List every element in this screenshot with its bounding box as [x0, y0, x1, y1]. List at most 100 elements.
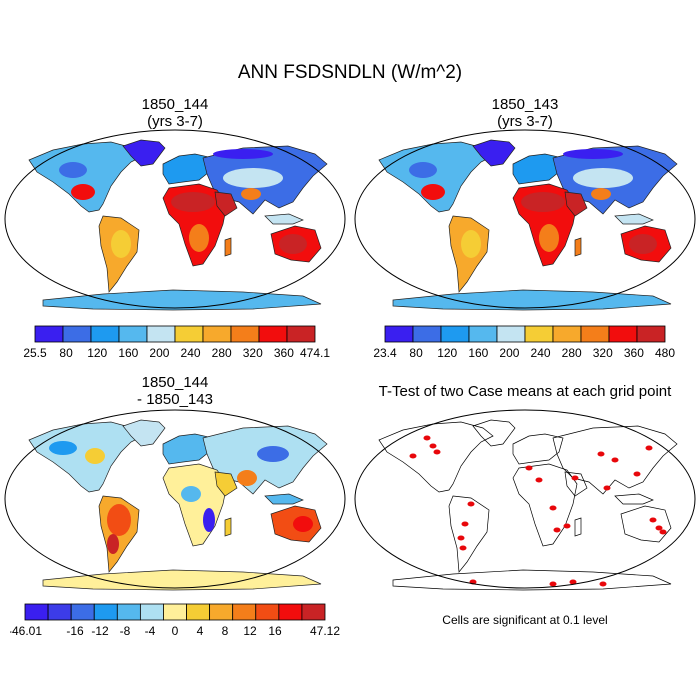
colorbar-swatch — [24, 603, 49, 621]
colorbar-swatch — [278, 603, 303, 621]
brazil-band — [461, 230, 481, 258]
map-panel-4 — [354, 409, 696, 591]
significant-cell — [553, 527, 561, 533]
significant-cell — [423, 435, 431, 441]
map-frame — [4, 129, 346, 309]
colorbar-swatch — [186, 603, 211, 621]
colorbar-tick-label: 25.5 — [23, 346, 47, 360]
colorbar-swatch — [524, 325, 554, 343]
map-frame — [4, 409, 346, 589]
panel-title-3-line1: 1850_144 — [141, 374, 209, 391]
land-arabia — [214, 191, 238, 217]
significant-cell — [599, 581, 607, 587]
colorbar-tick-label: 80 — [409, 346, 423, 360]
colorbar-tick-label: -46.01 — [10, 624, 42, 638]
colorbar-swatch — [118, 325, 148, 343]
colorbar-swatch — [496, 325, 526, 343]
significant-cell — [467, 501, 475, 507]
land-north_america — [378, 141, 494, 213]
significant-cell — [457, 535, 465, 541]
india-band — [241, 188, 261, 200]
significance-note: Cells are significant at 0.1 level — [442, 613, 608, 627]
central-asia-band — [223, 168, 283, 188]
land-greenland — [122, 419, 166, 447]
colorbar-tick-label: 160 — [118, 346, 138, 360]
colorbar-swatch — [116, 603, 141, 621]
colorbar-swatch — [412, 325, 442, 343]
coast-antarctica — [392, 569, 672, 591]
map-panel-3 — [4, 409, 346, 591]
coast-arabia — [564, 471, 588, 497]
diff-blob — [85, 448, 105, 464]
colorbar-swatch — [440, 325, 470, 343]
india-band — [591, 188, 611, 200]
colorbar-tick-label: 120 — [87, 346, 107, 360]
significant-cell — [563, 523, 571, 529]
significant-cell — [645, 445, 653, 451]
colorbar-swatch — [139, 603, 164, 621]
diff-blob — [203, 508, 215, 532]
panel-title-3-line2: - 1850_143 — [137, 391, 213, 408]
colorbar-swatch — [90, 325, 120, 343]
significant-cell — [459, 545, 467, 551]
sahara-band — [171, 192, 215, 212]
land-antarctica — [392, 289, 672, 311]
panel-title-1-line1: 1850_144 — [141, 96, 209, 113]
colorbar-tick-label: 80 — [59, 346, 73, 360]
significant-cell — [535, 477, 543, 483]
australia-interior-band — [279, 234, 307, 254]
colorbar-tick-label: 360 — [274, 346, 294, 360]
usa-high-band — [71, 184, 95, 200]
significant-cell — [659, 529, 667, 535]
colorbar-swatch — [232, 603, 257, 621]
significant-cell — [549, 581, 557, 587]
significant-cell — [597, 451, 605, 457]
significant-cell — [569, 579, 577, 585]
colorbar-tick-label: 200 — [149, 346, 169, 360]
significant-cell — [571, 475, 579, 481]
colorbar-tick-label: -12 — [91, 624, 109, 638]
colorbar-swatch — [163, 603, 187, 621]
colorbar-tick-label: 23.4 — [373, 346, 397, 360]
panel-title-1-line2: (yrs 3-7) — [147, 113, 203, 130]
diff-blob — [107, 504, 131, 536]
significant-cell — [633, 471, 641, 477]
colorbar-3: -46.01 -16 -12 -8 -4 0 4 8 12 16 47.12 — [10, 603, 340, 638]
significant-cell — [549, 505, 557, 511]
colorbar-tick-label: -8 — [120, 624, 131, 638]
colorbar-swatch — [209, 603, 234, 621]
land-indonesia — [264, 493, 304, 505]
land-europe — [162, 433, 214, 465]
colorbar-swatch — [93, 603, 118, 621]
land-indonesia — [614, 213, 654, 225]
panel-title-4: T-Test of two Case means at each grid po… — [350, 383, 700, 400]
colorbar-swatch — [62, 325, 92, 343]
diff-blob — [237, 470, 257, 486]
colorbar-2: 23.4 80 120 160 200 240 280 320 360 480 — [373, 325, 675, 360]
land-antarctica — [42, 569, 322, 591]
significant-cell — [611, 457, 619, 463]
diff-blob — [293, 516, 313, 532]
coast-australia — [620, 505, 672, 543]
panel-title-2: 1850_143 (yrs 3-7) — [400, 96, 650, 130]
panel-title-2-line1: 1850_143 — [491, 96, 559, 113]
colorbar-swatch — [636, 325, 666, 343]
colorbar-tick-label: 480 — [655, 346, 675, 360]
significant-cell — [461, 521, 469, 527]
land-madagascar — [224, 237, 232, 257]
colorbar-swatch — [47, 603, 72, 621]
canada-low-band — [409, 162, 437, 178]
australia-interior-band — [629, 234, 657, 254]
colorbar-tick-label: 360 — [624, 346, 644, 360]
colorbar-tick-label: 280 — [212, 346, 232, 360]
colorbar-swatch — [384, 325, 414, 343]
land-antarctica — [42, 289, 322, 311]
significant-cell — [525, 465, 533, 471]
land-arabia — [564, 191, 588, 217]
diff-blob — [49, 441, 77, 455]
colorbar-tick-label: 280 — [562, 346, 582, 360]
brazil-band — [111, 230, 131, 258]
figure-title: ANN FSDSNDLN (W/m^2) — [237, 62, 463, 83]
coast-north_america — [378, 421, 494, 493]
colorbar-swatch — [34, 325, 64, 343]
